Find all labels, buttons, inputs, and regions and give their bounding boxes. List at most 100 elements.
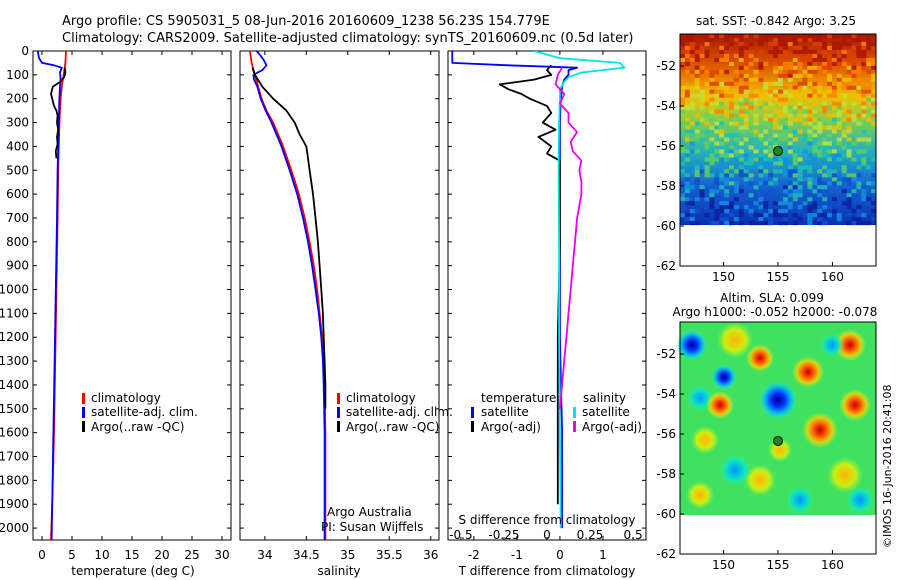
sst-cell [694, 81, 700, 86]
sst-cell [792, 81, 798, 86]
sst-cell [699, 45, 705, 50]
sst-cell [851, 177, 857, 182]
annotation-argo-australia: Argo Australia [327, 505, 412, 519]
sst-cell [827, 93, 832, 98]
sst-cell [807, 105, 813, 110]
sst-cell [738, 169, 744, 174]
sst-cell [787, 149, 793, 154]
sst-cell [817, 125, 823, 130]
sst-cell [846, 113, 852, 118]
sst-cell [719, 57, 725, 62]
sst-cell [822, 205, 828, 210]
series-line [251, 67, 327, 409]
sst-cell [846, 173, 852, 178]
sst-cell [807, 177, 813, 182]
sst-cell [836, 61, 842, 66]
sst-cell [694, 165, 700, 170]
secondary-tick-label: 0.25 [577, 528, 604, 542]
y-tick-label: 200 [6, 92, 29, 106]
sst-cell [684, 173, 690, 178]
sst-cell [846, 117, 852, 122]
sst-cell [812, 205, 818, 210]
sst-cell [807, 81, 813, 86]
sst-cell [738, 185, 744, 190]
sst-cell [782, 125, 788, 130]
sst-cell [773, 81, 779, 86]
sst-cell [827, 125, 832, 130]
sst-cell [758, 93, 764, 98]
sst-cell [738, 141, 744, 146]
sst-cell [807, 57, 813, 62]
secondary-tick-label: -0.5 [449, 528, 472, 542]
sst-cell [792, 221, 798, 226]
sst-cell [768, 141, 774, 146]
sst-cell [709, 197, 715, 202]
sst-cell [684, 217, 690, 222]
sst-cell [729, 34, 734, 39]
sst-cell [817, 89, 823, 94]
sst-cell [851, 117, 857, 122]
x-tick-label: 35 [340, 548, 355, 562]
sst-cell [817, 53, 823, 58]
imos-credit: ©IMOS 16-Jun-2016 20:41:08 [881, 384, 894, 548]
y-tick-label: 1700 [0, 450, 29, 464]
sst-cell [694, 113, 700, 118]
sst-cell [778, 133, 783, 138]
sst-cell [714, 109, 720, 114]
sst-cell [822, 65, 828, 70]
sst-cell [831, 93, 837, 98]
sst-cell [753, 205, 759, 210]
sst-cell [689, 57, 695, 62]
sst-cell [782, 161, 788, 166]
sst-cell [827, 165, 832, 170]
sst-cell [719, 173, 725, 178]
sst-cell [738, 213, 744, 218]
sst-cell [680, 181, 685, 186]
series-line [252, 51, 326, 540]
y-tick-label: 600 [6, 187, 29, 201]
sst-cell [684, 185, 690, 190]
sst-cell [733, 53, 739, 58]
sst-cell [768, 117, 774, 122]
sst-cell [753, 73, 759, 78]
sst-cell [807, 197, 813, 202]
sst-cell [792, 129, 798, 134]
sst-cell [778, 137, 783, 142]
sst-cell [738, 49, 744, 54]
sst-cell [856, 205, 862, 210]
sst-cell [841, 201, 847, 206]
sst-cell [782, 201, 788, 206]
sst-cell [753, 34, 759, 39]
sst-cell [724, 173, 730, 178]
sst-cell [802, 73, 808, 78]
sst-cell [831, 197, 837, 202]
sst-cell [684, 133, 690, 138]
sst-cell [861, 149, 867, 154]
sst-cell [719, 169, 725, 174]
sst-cell [758, 65, 764, 70]
sst-cell [807, 161, 813, 166]
sst-cell [748, 93, 754, 98]
sst-cell [817, 42, 823, 47]
sst-cell [714, 89, 720, 94]
sst-field-structure [680, 34, 877, 226]
sst-cell [714, 157, 720, 162]
sst-cell [768, 81, 774, 86]
sst-cell [729, 213, 734, 218]
sst-cell [709, 81, 715, 86]
sst-cell [743, 161, 749, 166]
sst-cell [763, 85, 769, 90]
sst-cell [724, 169, 730, 174]
sst-cell [822, 141, 828, 146]
sst-cell [778, 201, 783, 206]
sst-cell [758, 153, 764, 158]
sst-cell [836, 109, 842, 114]
sst-cell [846, 85, 852, 90]
figure-title-line1: Argo profile: CS 5905031_5 08-Jun-2016 2… [62, 14, 550, 29]
sst-cell [729, 145, 734, 150]
sst-cell [782, 38, 788, 43]
sst-cell [827, 169, 832, 174]
sst-cell [773, 177, 779, 182]
sst-cell [719, 161, 725, 166]
